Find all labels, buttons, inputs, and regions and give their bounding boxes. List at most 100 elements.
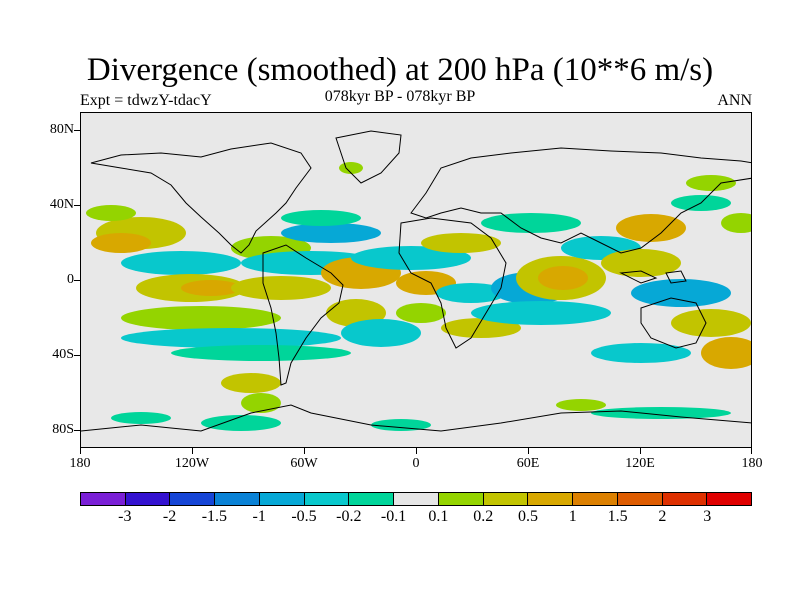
field-patch [201,415,281,431]
field-patch [351,246,471,270]
lat-tick [74,430,80,431]
lon-tick [416,448,417,454]
lon-label-180w: 180 [69,456,91,471]
colorbar-swatch [215,493,260,505]
colorbar-swatch [349,493,395,505]
coastline-maritime-continent [619,270,687,284]
lon-tick [304,448,305,454]
coastline-north-america [90,142,312,254]
lat-label-40s: 40S [52,347,74,362]
lon-label-60e: 60E [516,456,540,471]
colorbar-swatch [662,493,708,505]
field-patch [111,412,171,424]
lat-label-80s: 80S [52,422,74,437]
lat-tick [74,355,80,356]
field-patch [421,233,501,253]
field-patch [91,233,151,253]
season-label: ANN [717,92,752,109]
field-patch [281,223,381,243]
field-patch [86,205,136,221]
field-patch [591,343,691,363]
colorbar [80,492,752,506]
colorbar-swatch [573,493,618,505]
colorbar-swatch [170,493,216,505]
colorbar-label: 1.5 [607,508,628,525]
field-patch [556,399,606,411]
colorbar-label: 3 [703,508,712,525]
field-patch [231,276,331,300]
field-patch [181,280,241,296]
colorbar-label: 0.1 [428,508,449,525]
colorbar-label: -0.5 [291,508,317,525]
field-patch [616,214,686,242]
field-patch [701,337,751,369]
field-patch [371,419,431,431]
field-patch [221,373,281,393]
colorbar-swatch [707,493,752,505]
lat-tick [74,205,80,206]
field-patch [396,303,446,323]
period-label: 078kyr BP - 078kyr BP [324,88,476,105]
lat-tick [74,130,80,131]
coastline-africa [398,217,507,349]
field-patch [686,175,736,191]
field-patch [631,279,731,307]
lon-label-60w: 60W [290,456,318,471]
colorbar-swatch [81,493,126,505]
colorbar-label: -2 [162,508,177,525]
lat-label-0: 0 [67,272,74,287]
field-patch [481,213,581,233]
colorbar-swatch [394,493,439,505]
field-patch [441,318,521,338]
field-patch [436,283,506,303]
lon-tick [640,448,641,454]
field-patch [341,319,421,347]
lon-label-120e: 120E [625,456,655,471]
coastline-south-america [262,244,344,386]
field-patch [241,393,281,413]
divergence-field [86,162,751,431]
colorbar-label: 1 [568,508,577,525]
coastlines [81,130,751,432]
coastline-antarctica [81,404,751,432]
field-patch [339,162,363,174]
experiment-label: Expt = tdwzY-tdacY [80,92,212,109]
colorbar-label: 0.2 [473,508,494,525]
field-patch [591,407,731,419]
colorbar-swatch [483,493,529,505]
field-patch [538,266,588,290]
field-patch [671,309,751,337]
coastline-eurasia [410,147,751,254]
colorbar-label: 2 [658,508,667,525]
lon-label-180e: 180 [741,456,763,471]
colorbar-swatch [125,493,171,505]
field-patch [601,249,681,277]
field-patch [121,328,341,348]
lat-tick [74,280,80,281]
colorbar-label: -1 [252,508,266,525]
lon-tick [751,448,752,454]
colorbar-label: -1.5 [201,508,228,525]
map-canvas [81,130,751,432]
coastline-australia [640,297,707,349]
lat-label-80n: 80N [49,122,74,137]
field-patch [471,301,611,325]
field-patch [121,306,281,330]
colorbar-swatch [438,493,484,505]
divergence-map [80,112,752,448]
colorbar-label: -0.1 [380,508,407,525]
lat-label-40n: 40N [49,197,74,212]
lon-tick [80,448,81,454]
field-patch [121,251,241,275]
field-patch [281,210,361,226]
coastline-greenland [335,130,402,184]
colorbar-swatch [259,493,305,505]
colorbar-label: 0.5 [518,508,538,525]
field-patch [171,345,351,361]
lon-label-120w: 120W [174,456,210,471]
colorbar-swatch [617,493,663,505]
colorbar-swatch [528,493,574,505]
colorbar-label: -3 [118,508,132,525]
lon-tick [192,448,193,454]
lon-label-0: 0 [412,456,420,471]
